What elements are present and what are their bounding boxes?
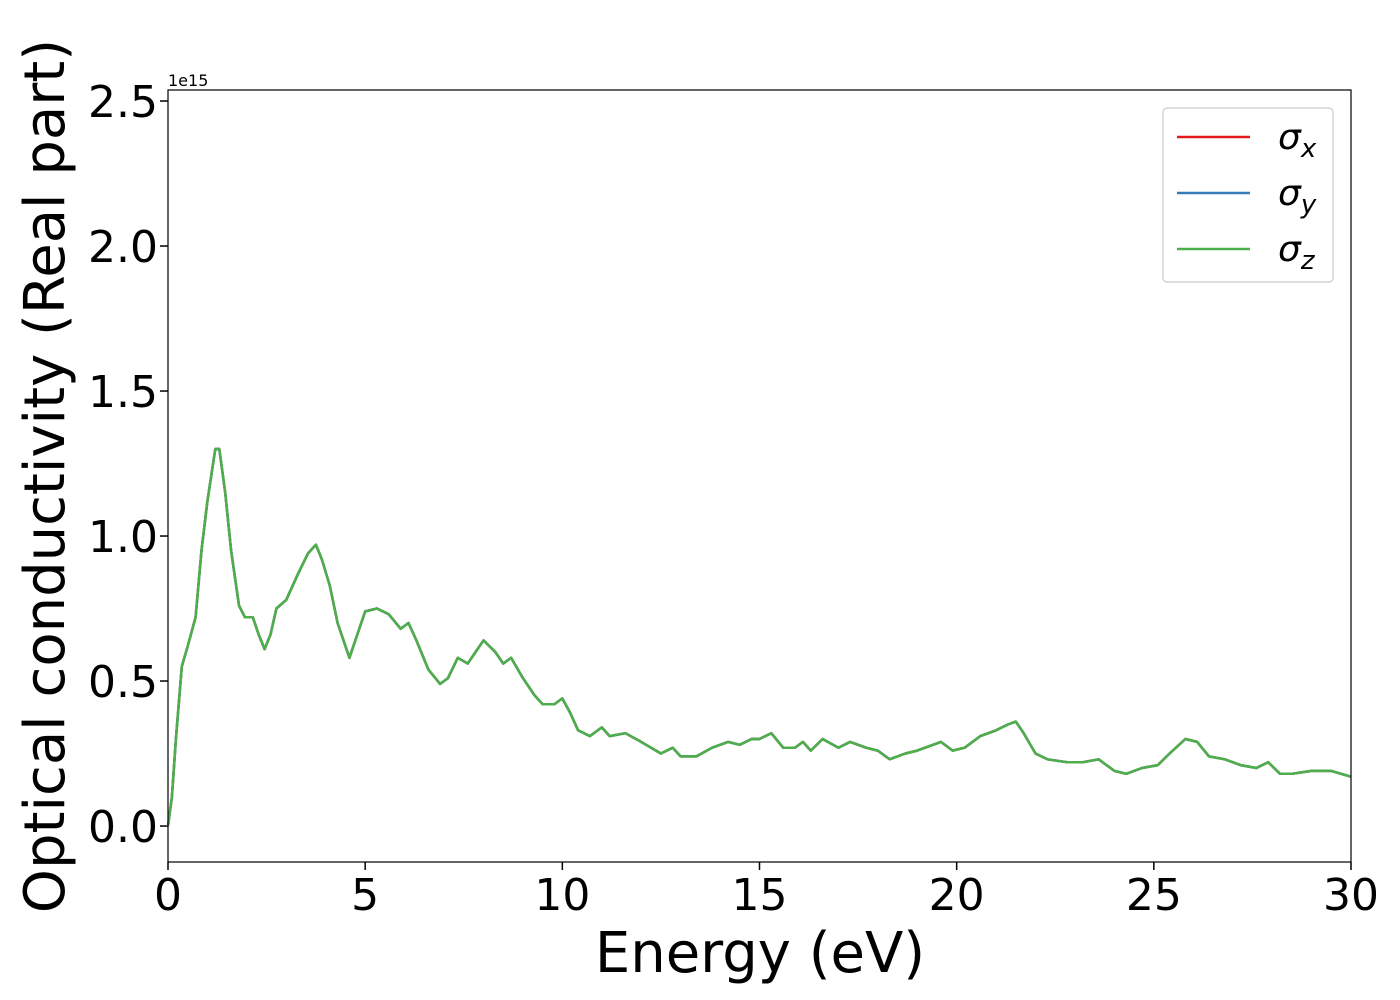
x-tick-label: 20 — [929, 870, 985, 921]
series-line — [166, 447, 1352, 827]
x-tick-label: 5 — [351, 870, 379, 921]
y-tick-label: 2.0 — [88, 222, 158, 273]
plot-frame — [167, 89, 1352, 863]
y-tick-label: 1.0 — [88, 512, 158, 563]
series-line — [166, 447, 1352, 827]
x-tick-label: 25 — [1126, 870, 1182, 921]
legend-label: σx — [1278, 117, 1317, 164]
series-line — [166, 447, 1352, 827]
x-tick-label: 30 — [1323, 870, 1379, 921]
y-tick-label: 0.5 — [88, 657, 158, 708]
y-tick-label: 0.0 — [88, 802, 158, 853]
legend-label: σy — [1278, 173, 1317, 220]
y-tick-label: 2.5 — [88, 77, 158, 128]
y-offset-label: 1e15 — [168, 71, 208, 90]
legend: σx σy σz — [1162, 107, 1334, 283]
legend-box — [1162, 107, 1334, 283]
y-tick-label: 1.5 — [88, 367, 158, 418]
legend-label: σz — [1278, 229, 1316, 276]
x-tick-label: 10 — [534, 870, 590, 921]
x-tick-label: 0 — [154, 870, 182, 921]
y-axis-label: Optical conductivity (Real part) — [13, 39, 78, 913]
x-tick-label: 15 — [732, 870, 788, 921]
x-axis-label: Energy (eV) — [595, 921, 925, 986]
